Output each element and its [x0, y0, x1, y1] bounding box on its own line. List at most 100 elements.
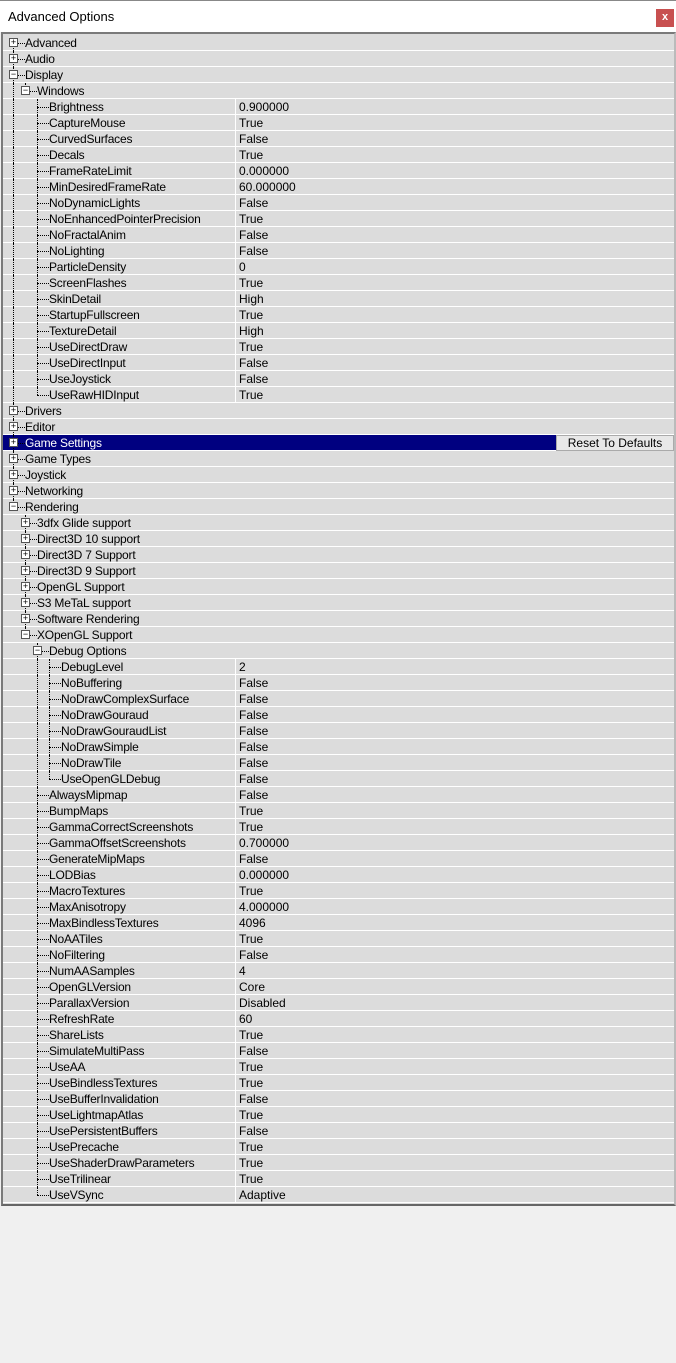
row-value[interactable]: False — [239, 132, 269, 146]
property-row[interactable]: NoLighting False — [3, 243, 674, 259]
category-row[interactable]: + Advanced — [3, 35, 674, 51]
row-value[interactable]: False — [239, 196, 269, 210]
row-value[interactable]: True — [239, 340, 264, 354]
property-row[interactable]: StartupFullscreen True — [3, 307, 674, 323]
row-value[interactable]: High — [239, 292, 264, 306]
row-value[interactable]: False — [239, 372, 269, 386]
row-value[interactable]: True — [239, 932, 264, 946]
category-row[interactable]: + Game Settings Reset To Defaults — [3, 435, 674, 451]
reset-to-defaults-button[interactable]: Reset To Defaults — [556, 435, 674, 451]
collapse-icon[interactable]: − — [21, 85, 30, 95]
category-row[interactable]: + Direct3D 7 Support — [3, 547, 674, 563]
property-row[interactable]: UseDirectInput False — [3, 355, 674, 371]
row-value[interactable]: False — [239, 708, 269, 722]
property-row[interactable]: UseRawHIDInput True — [3, 387, 674, 403]
row-value[interactable]: False — [239, 692, 269, 706]
collapse-icon[interactable]: − — [21, 629, 30, 639]
expand-icon[interactable]: + — [9, 421, 18, 431]
row-value[interactable]: False — [239, 724, 269, 738]
row-value[interactable]: True — [239, 308, 264, 322]
row-value[interactable]: False — [239, 772, 269, 786]
row-value[interactable]: False — [239, 1124, 269, 1138]
property-row[interactable]: MacroTextures True — [3, 883, 674, 899]
property-row[interactable]: UseOpenGLDebug False — [3, 771, 674, 787]
expand-icon[interactable]: + — [9, 437, 18, 447]
property-row[interactable]: GammaCorrectScreenshots True — [3, 819, 674, 835]
row-value[interactable]: 0.000000 — [239, 868, 290, 882]
category-row[interactable]: + Audio — [3, 51, 674, 67]
property-row[interactable]: MaxBindlessTextures 4096 — [3, 915, 674, 931]
row-value[interactable]: True — [239, 1076, 264, 1090]
property-row[interactable]: NoBuffering False — [3, 675, 674, 691]
collapse-icon[interactable]: − — [9, 69, 18, 79]
property-row[interactable]: NoDrawSimple False — [3, 739, 674, 755]
row-value[interactable]: True — [239, 1060, 264, 1074]
row-value[interactable]: False — [239, 788, 269, 802]
row-value[interactable]: Disabled — [239, 996, 286, 1010]
category-row[interactable]: +3dfx Glide support — [3, 515, 674, 531]
property-row[interactable]: AlwaysMipmap False — [3, 787, 674, 803]
row-value[interactable]: 4.000000 — [239, 900, 290, 914]
property-row[interactable]: SimulateMultiPass False — [3, 1043, 674, 1059]
property-row[interactable]: MinDesiredFrameRate 60.000000 — [3, 179, 674, 195]
options-tree[interactable]: + Advanced + Audio − Display − Windows Brightnes… — [1, 32, 676, 1206]
property-row[interactable]: OpenGLVersion Core — [3, 979, 674, 995]
property-row[interactable]: GenerateMipMaps False — [3, 851, 674, 867]
property-row[interactable]: NumAASamples 4 — [3, 963, 674, 979]
row-value[interactable]: True — [239, 1156, 264, 1170]
property-row[interactable]: TextureDetail High — [3, 323, 674, 339]
row-value[interactable]: 4 — [239, 964, 246, 978]
row-value[interactable]: True — [239, 276, 264, 290]
property-row[interactable]: UseBindlessTextures True — [3, 1075, 674, 1091]
row-value[interactable]: High — [239, 324, 264, 338]
row-value[interactable]: True — [239, 1172, 264, 1186]
row-value[interactable]: False — [239, 244, 269, 258]
property-row[interactable]: UseLightmapAtlas True — [3, 1107, 674, 1123]
property-row[interactable]: NoEnhancedPointerPrecision True — [3, 211, 674, 227]
expand-icon[interactable]: + — [9, 485, 18, 495]
property-row[interactable]: ParticleDensity 0 — [3, 259, 674, 275]
expand-icon[interactable]: + — [21, 597, 30, 607]
property-row[interactable]: UsePrecache True — [3, 1139, 674, 1155]
category-row[interactable]: − Display — [3, 67, 674, 83]
collapse-icon[interactable]: − — [33, 645, 42, 655]
category-row[interactable]: + Game Types — [3, 451, 674, 467]
category-row[interactable]: + Editor — [3, 419, 674, 435]
property-row[interactable]: UseAA True — [3, 1059, 674, 1075]
property-row[interactable]: Decals True — [3, 147, 674, 163]
row-value[interactable]: True — [239, 820, 264, 834]
category-row[interactable]: + OpenGL Support — [3, 579, 674, 595]
property-row[interactable]: UseBufferInvalidation False — [3, 1091, 674, 1107]
row-value[interactable]: Adaptive — [239, 1188, 286, 1202]
expand-icon[interactable]: + — [9, 453, 18, 463]
row-value[interactable]: False — [239, 756, 269, 770]
property-row[interactable]: NoFiltering False — [3, 947, 674, 963]
row-value[interactable]: True — [239, 212, 264, 226]
row-value[interactable]: 2 — [239, 660, 246, 674]
collapse-icon[interactable]: − — [9, 501, 18, 511]
expand-icon[interactable]: + — [9, 53, 18, 63]
property-row[interactable]: LODBias 0.000000 — [3, 867, 674, 883]
expand-icon[interactable]: + — [21, 549, 30, 559]
row-value[interactable]: 4096 — [239, 916, 266, 930]
property-row[interactable]: UseTrilinear True — [3, 1171, 674, 1187]
category-row[interactable]: + Joystick — [3, 467, 674, 483]
row-value[interactable]: True — [239, 148, 264, 162]
property-row[interactable]: NoDrawTile False — [3, 755, 674, 771]
row-value[interactable]: 0 — [239, 260, 246, 274]
property-row[interactable]: MaxAnisotropy 4.000000 — [3, 899, 674, 915]
row-value[interactable]: False — [239, 740, 269, 754]
row-value[interactable]: True — [239, 1140, 264, 1154]
row-value[interactable]: Core — [239, 980, 266, 994]
property-row[interactable]: GammaOffsetScreenshots 0.700000 — [3, 835, 674, 851]
category-row[interactable]: − XOpenGL Support — [3, 627, 674, 643]
row-value[interactable]: 0.900000 — [239, 100, 290, 114]
row-value[interactable]: 0.000000 — [239, 164, 290, 178]
property-row[interactable]: NoAATiles True — [3, 931, 674, 947]
category-row[interactable]: + Direct3D 10 support — [3, 531, 674, 547]
row-value[interactable]: True — [239, 116, 264, 130]
property-row[interactable]: BumpMaps True — [3, 803, 674, 819]
category-row[interactable]: + Drivers — [3, 403, 674, 419]
expand-icon[interactable]: + — [9, 405, 18, 415]
row-value[interactable]: False — [239, 676, 269, 690]
